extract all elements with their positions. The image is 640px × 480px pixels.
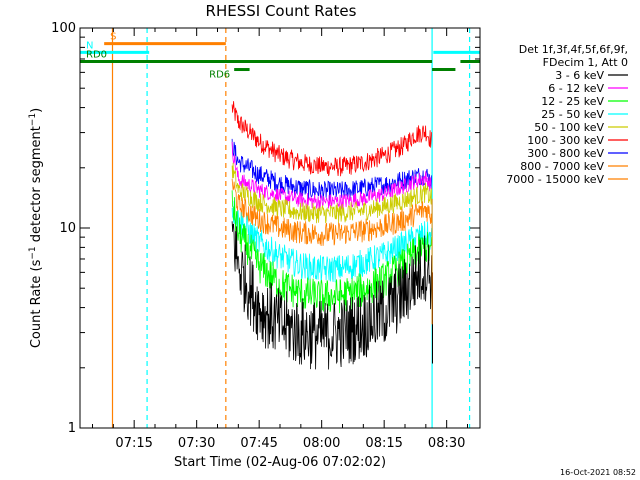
x-axis-label: Start Time (02-Aug-06 07:02:02) bbox=[174, 455, 386, 470]
series-lines bbox=[231, 101, 433, 370]
y-axis-label-part2: detector segment bbox=[29, 126, 44, 246]
y-axis-label: Count Rate (s−1 detector segment−1) bbox=[28, 108, 44, 348]
y-axis-label-part3: ) bbox=[29, 108, 44, 113]
legend-label: 25 - 50 keV bbox=[541, 108, 604, 121]
series-line-3 bbox=[231, 200, 432, 283]
legend-header-line2: FDecim 1, Att 0 bbox=[543, 56, 628, 69]
legend-label: 100 - 300 keV bbox=[527, 134, 604, 147]
y-axis-label-exp2: −1 bbox=[28, 113, 38, 126]
series-line-5 bbox=[231, 101, 432, 177]
y-tick-label: 1 bbox=[68, 421, 76, 436]
axis-ticks: 07:15 07:30 07:45 08:00 08:15 08:30 1 10 100 bbox=[51, 21, 480, 451]
series-line-4 bbox=[231, 162, 432, 224]
legend-label: 300 - 800 keV bbox=[527, 147, 604, 160]
legend: Det 1f,3f,4f,5f,6f,9f, FDecim 1, Att 0 3… bbox=[506, 43, 628, 186]
status-label-rd6: RD6 bbox=[209, 70, 230, 81]
status-label-rd0: RD0 bbox=[86, 49, 107, 60]
series-line-1 bbox=[231, 141, 432, 210]
x-tick-label: 07:45 bbox=[240, 436, 277, 451]
x-tick-label: 08:15 bbox=[365, 436, 402, 451]
y-axis-label-part1: Count Rate (s bbox=[29, 259, 44, 348]
chart-title: RHESSI Count Rates bbox=[206, 2, 357, 20]
x-tick-label: 07:15 bbox=[115, 436, 152, 451]
x-tick-label: 08:30 bbox=[428, 436, 465, 451]
status-label-n: N bbox=[86, 40, 93, 51]
legend-label: 50 - 100 keV bbox=[534, 121, 604, 134]
timestamp: 16-Oct-2021 08:52 bbox=[560, 468, 636, 477]
legend-header-line1: Det 1f,3f,4f,5f,6f,9f, bbox=[519, 43, 628, 56]
legend-label: 7000 - 15000 keV bbox=[506, 173, 604, 186]
y-tick-label: 10 bbox=[59, 221, 76, 236]
series-line-7 bbox=[231, 178, 432, 247]
series-line-0 bbox=[231, 221, 432, 370]
y-tick-label: 100 bbox=[51, 21, 76, 36]
legend-label: 800 - 7000 keV bbox=[520, 160, 604, 173]
legend-label: 3 - 6 keV bbox=[555, 69, 604, 82]
legend-label: 6 - 12 keV bbox=[548, 82, 604, 95]
status-label-s: S bbox=[110, 32, 116, 43]
y-axis-label-exp1: −1 bbox=[28, 246, 38, 259]
series-line-6 bbox=[231, 138, 432, 201]
x-tick-label: 07:30 bbox=[178, 436, 215, 451]
legend-label: 12 - 25 keV bbox=[541, 95, 604, 108]
x-tick-label: 08:00 bbox=[303, 436, 340, 451]
